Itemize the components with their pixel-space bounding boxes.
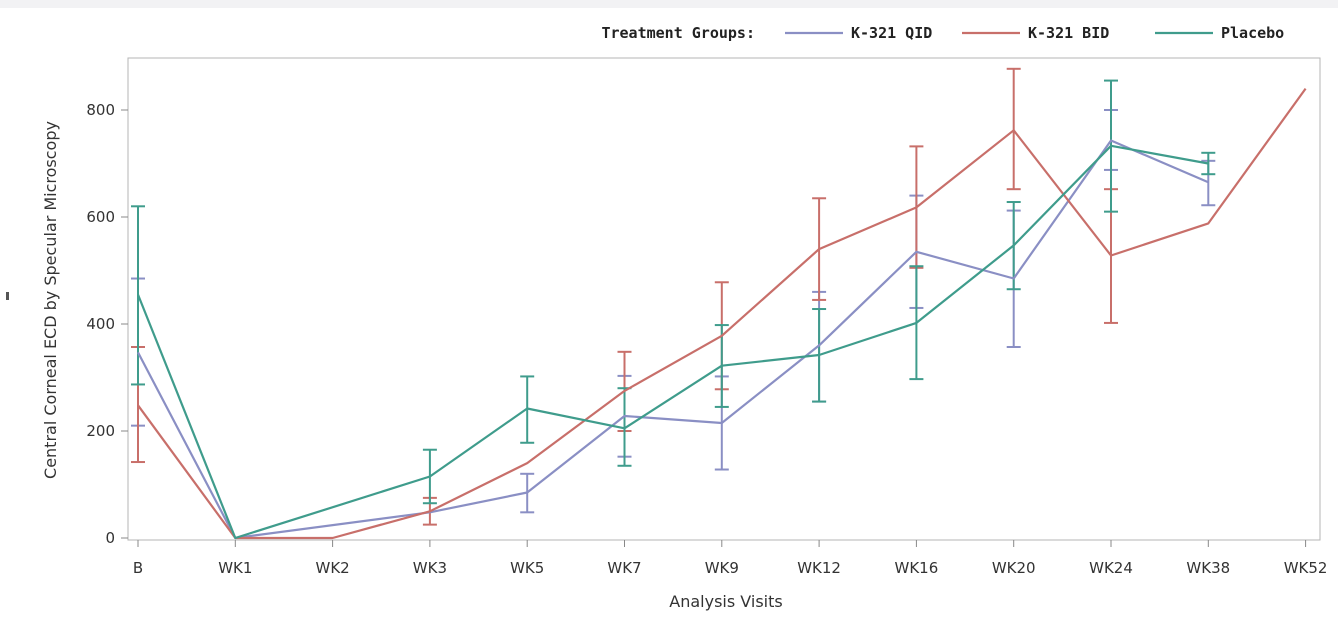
x-tick-label: WK7 <box>607 559 641 577</box>
series-line <box>136 144 1209 540</box>
legend-label: Placebo <box>1221 24 1284 42</box>
legend: Treatment Groups: K-321 QID K-321 BID Plac… <box>601 24 1284 42</box>
x-tick-label: WK9 <box>705 559 739 577</box>
y-tick-label: 200 <box>86 422 115 440</box>
x-tick-label: WK16 <box>895 559 939 577</box>
x-tick-label: WK1 <box>218 559 252 577</box>
x-axis-title: Analysis Visits <box>669 592 782 611</box>
y-axis: 0 200 400 600 800 <box>86 101 128 547</box>
x-tick-label: WK20 <box>992 559 1036 577</box>
y-tick-label: 800 <box>86 101 115 119</box>
edge-marker <box>6 292 9 300</box>
x-tick-label: WK38 <box>1186 559 1230 577</box>
y-axis-title: Central Corneal ECD by Specular Microsco… <box>41 121 60 479</box>
legend-label: K-321 QID <box>851 24 932 42</box>
x-tick-label: WK2 <box>315 559 349 577</box>
x-tick-label: WK52 <box>1284 559 1328 577</box>
plot-area-frame <box>127 57 1321 541</box>
x-tick-label: B <box>133 559 143 577</box>
y-tick-label: 400 <box>86 315 115 333</box>
series-line <box>137 139 1209 540</box>
series-lines <box>136 87 1307 540</box>
legend-title: Treatment Groups: <box>601 24 755 42</box>
top-band <box>0 0 1338 8</box>
x-tick-label: WK12 <box>797 559 841 577</box>
series-line <box>137 87 1307 540</box>
x-axis: B WK1 WK2 WK3 WK5 WK7 WK9 WK12 WK16 WK20 WK24 WK38 W… <box>133 540 1328 577</box>
x-tick-label: WK5 <box>510 559 544 577</box>
y-tick-label: 600 <box>86 208 115 226</box>
y-tick-label: 0 <box>105 529 115 547</box>
x-tick-label: WK3 <box>413 559 447 577</box>
legend-label: K-321 BID <box>1028 24 1109 42</box>
x-tick-label: WK24 <box>1089 559 1133 577</box>
